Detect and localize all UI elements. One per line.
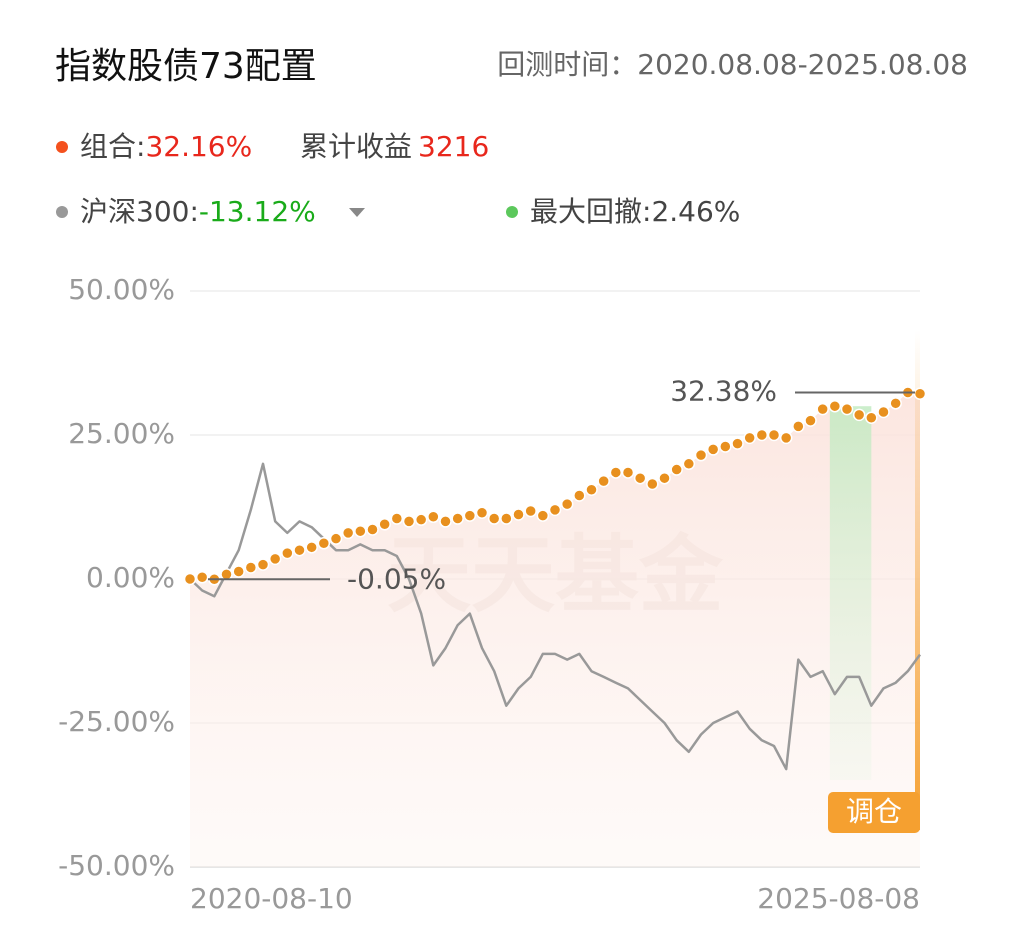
portfolio-point xyxy=(427,510,440,524)
portfolio-point xyxy=(195,571,209,584)
portfolio-point xyxy=(390,512,404,525)
portfolio-point xyxy=(889,397,902,410)
legend-dot xyxy=(56,141,68,153)
legend-dot xyxy=(506,206,518,218)
portfolio-point xyxy=(597,474,610,488)
portfolio-point xyxy=(755,428,769,442)
portfolio-point xyxy=(694,448,708,462)
portfolio-point xyxy=(500,512,513,525)
portfolio-point xyxy=(293,543,306,557)
legend-value: -13.12% xyxy=(199,195,316,228)
portfolio-point xyxy=(719,440,732,453)
portfolio-point xyxy=(621,466,635,479)
drawdown-band xyxy=(829,406,872,780)
title: 指数股债73配置 xyxy=(55,46,317,87)
portfolio-point xyxy=(317,537,331,550)
rebalance-bar xyxy=(915,330,920,830)
portfolio-point xyxy=(682,457,696,471)
portfolio-point xyxy=(414,513,428,526)
portfolio-point xyxy=(670,463,683,476)
portfolio-point xyxy=(451,512,464,525)
portfolio-point xyxy=(792,420,805,433)
portfolio-area xyxy=(190,392,920,867)
legend-portfolio: 组合:32.16% xyxy=(80,130,252,163)
legend-cumulative: 累计收益 3216 xyxy=(300,130,489,163)
portfolio-point xyxy=(913,387,927,401)
index-line xyxy=(189,462,922,771)
x-tick-label: 2020-08-10 xyxy=(190,882,353,915)
portfolio-point xyxy=(646,477,659,491)
y-tick-label: 50.00% xyxy=(68,273,175,306)
portfolio-point xyxy=(828,399,842,413)
portfolio-point xyxy=(658,471,671,485)
dropdown-arrow[interactable] xyxy=(349,208,365,217)
backtest-period: 回测时间：2020.08.08-2025.08.08 xyxy=(497,48,968,81)
portfolio-point xyxy=(573,489,586,502)
portfolio-point xyxy=(475,506,489,520)
portfolio-point xyxy=(548,503,562,517)
portfolio-point xyxy=(220,568,233,581)
legend-drawdown: 最大回撤:2.46% xyxy=(530,195,740,228)
legend-index: 沪深300:-13.12% xyxy=(80,195,316,228)
min-label: -0.05% xyxy=(347,562,446,595)
x-tick-label: 2025-08-08 xyxy=(757,882,920,915)
y-tick-label: 25.00% xyxy=(68,417,175,450)
portfolio-point xyxy=(232,565,245,578)
portfolio-point xyxy=(402,515,416,528)
legend-value: 32.16% xyxy=(145,130,252,163)
portfolio-point xyxy=(268,552,282,566)
portfolio-point xyxy=(804,414,817,427)
portfolio-point xyxy=(877,405,890,419)
portfolio-point xyxy=(536,509,550,522)
portfolio-point xyxy=(378,518,391,531)
portfolio-point xyxy=(512,508,525,521)
portfolio-point xyxy=(840,402,854,416)
y-tick-label: 0.00% xyxy=(86,561,175,594)
portfolio-point xyxy=(183,572,197,586)
y-tick-label: -25.00% xyxy=(58,705,175,738)
portfolio-point xyxy=(816,402,829,416)
portfolio-point xyxy=(706,443,720,456)
legend-label: 最大回撤: xyxy=(530,195,651,228)
portfolio-point xyxy=(281,546,294,560)
portfolio-point xyxy=(585,483,598,496)
portfolio-point xyxy=(487,512,501,525)
legend-label: 累计收益 xyxy=(300,130,412,163)
y-tick-label: -50.00% xyxy=(58,849,175,882)
portfolio-point xyxy=(463,509,477,522)
legend-value: 2.46% xyxy=(651,195,740,228)
portfolio-point xyxy=(865,411,878,424)
legend-dot xyxy=(56,206,68,218)
portfolio-point xyxy=(852,408,866,422)
legend-label: 组合: xyxy=(80,130,145,163)
portfolio-point xyxy=(524,504,537,518)
legend-label: 沪深300: xyxy=(80,195,199,228)
portfolio-point xyxy=(305,541,318,554)
max-label: 32.38% xyxy=(670,374,777,407)
rebalance-label: 调仓 xyxy=(846,795,902,828)
portfolio-point xyxy=(366,523,379,536)
portfolio-point xyxy=(329,532,343,545)
portfolio-point xyxy=(731,437,744,450)
portfolio-point xyxy=(560,497,574,511)
legend-value: 3216 xyxy=(418,130,489,163)
portfolio-point xyxy=(244,561,258,574)
portfolio-point xyxy=(256,558,270,571)
portfolio-point xyxy=(609,466,623,479)
portfolio-point xyxy=(354,524,367,538)
portfolio-point xyxy=(439,515,452,528)
portfolio-point xyxy=(767,428,781,442)
rebalance-badge xyxy=(828,792,920,833)
portfolio-point xyxy=(341,526,355,540)
portfolio-point xyxy=(633,471,647,485)
portfolio-point xyxy=(779,431,793,445)
portfolio-point xyxy=(743,431,756,445)
